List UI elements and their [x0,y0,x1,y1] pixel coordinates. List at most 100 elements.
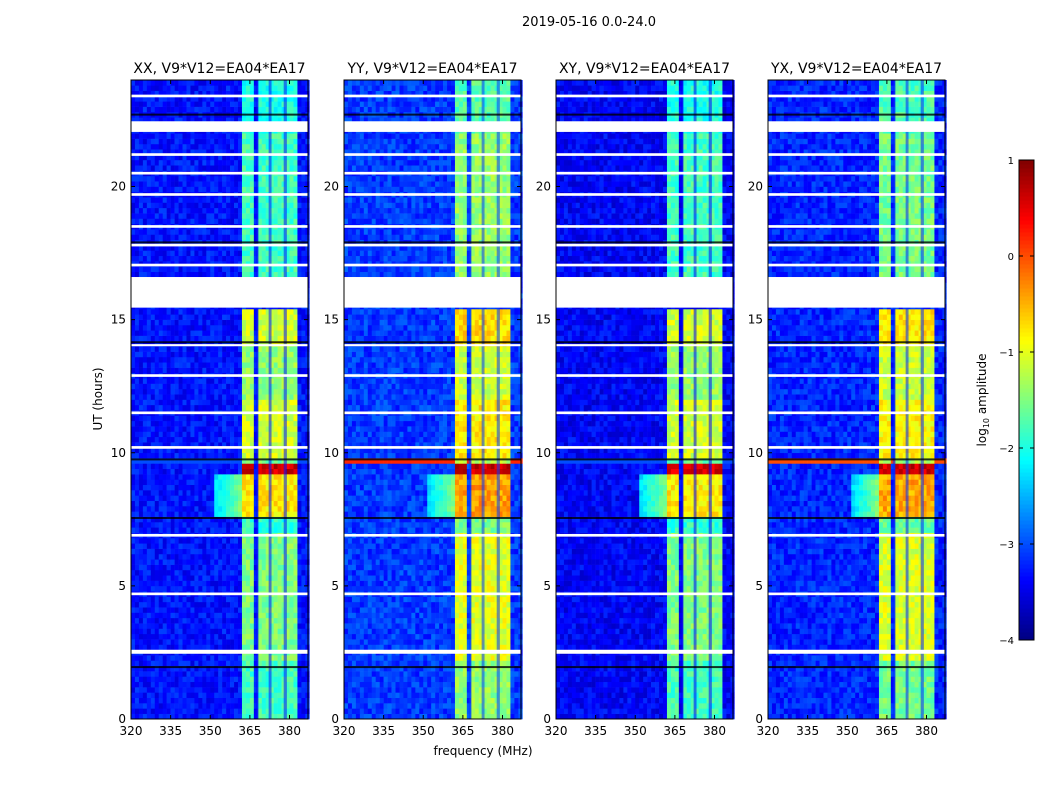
heatmap-cell [290,575,294,581]
heatmap-cell [190,357,194,363]
heatmap-cell [222,703,226,709]
heatmap-cell [198,165,202,171]
heatmap-cell [297,634,301,640]
heatmap-cell [293,644,297,650]
heatmap-cell [194,325,198,331]
heatmap-cell [226,538,230,544]
heatmap-cell [262,575,266,581]
heatmap-cell [305,368,309,374]
heatmap-cell [147,378,151,384]
heatmap-cell [305,671,309,677]
heatmap-cell [139,453,143,459]
heatmap-cell [222,607,226,613]
heatmap-cell [305,655,309,661]
heatmap-cell [238,218,242,224]
heatmap-cell [242,570,246,576]
heatmap-cell [190,511,194,517]
heatmap-cell [301,581,305,587]
heatmap-cell [202,266,206,272]
heatmap-cell [190,682,194,688]
heatmap-cell [190,644,194,650]
heatmap-cell [179,266,183,272]
heatmap-cell [210,479,214,485]
heatmap-cell [293,431,297,437]
heatmap-cell [147,586,151,592]
heatmap-cell [159,501,163,507]
heatmap-cell [151,139,155,145]
heatmap-cell [151,597,155,603]
heatmap-cell [210,234,214,240]
heatmap-cell [290,384,294,390]
heatmap-cell [305,208,309,214]
heatmap-cell [301,362,305,368]
heatmap-cell [155,575,159,581]
heatmap-cell [218,708,222,714]
heatmap-cell [246,495,250,501]
heatmap-cell [147,469,151,475]
heatmap-cell [262,703,266,709]
heatmap-cell [222,522,226,528]
heatmap-cell [143,378,147,384]
heatmap-cell [234,676,238,682]
heatmap-cell [290,607,294,613]
heatmap-cell [151,714,155,720]
heatmap-cell [214,144,218,150]
heatmap-cell [143,628,147,634]
heatmap-cell [186,208,190,214]
heatmap-cell [151,234,155,240]
heatmap-cell [151,602,155,608]
heatmap-cell [293,570,297,576]
heatmap-cell [214,495,218,501]
heatmap-cell [135,527,139,533]
heatmap-cell [246,559,250,565]
heatmap-cell [218,229,222,235]
heatmap-cell [290,522,294,528]
heatmap-cell [206,394,210,400]
heatmap-cell [274,378,278,384]
heatmap-cell [246,389,250,395]
heatmap-cell [218,613,222,619]
heatmap-cell [175,160,179,166]
heatmap-cell [202,676,206,682]
heatmap-cell [262,330,266,336]
heatmap-cell [293,234,297,240]
heatmap-cell [135,314,139,320]
heatmap-cell [206,378,210,384]
heatmap-cell [278,490,282,496]
heatmap-cell [301,405,305,411]
heatmap-cell [297,176,301,182]
heatmap-cell [234,682,238,688]
heatmap-cell [159,256,163,262]
heatmap-cell [151,639,155,645]
heatmap-cell [234,229,238,235]
heatmap-cell [222,639,226,645]
heatmap-cell [242,698,246,704]
heatmap-cell [278,708,282,714]
heatmap-cell [297,357,301,363]
heatmap-cell [183,490,187,496]
heatmap-cell [206,554,210,560]
heatmap-cell [202,314,206,320]
heatmap-cell [234,485,238,491]
heatmap-cell [301,549,305,555]
heatmap-cell [305,266,309,272]
heatmap-cell [159,405,163,411]
heatmap-cell [147,511,151,517]
heatmap-cell [274,597,278,603]
heatmap-cell [155,565,159,571]
heatmap-cell [159,485,163,491]
heatmap-cell [246,506,250,512]
heatmap-cell [190,266,194,272]
heatmap-cell [293,415,297,421]
heatmap-cell [171,469,175,475]
heatmap-cell [246,330,250,336]
heatmap-cell [131,639,135,645]
heatmap-cell [234,549,238,555]
heatmap-cell [246,586,250,592]
heatmap-cell [214,522,218,528]
heatmap-cell [186,325,190,331]
heatmap-cell [143,394,147,400]
heatmap-cell [290,708,294,714]
heatmap-cell [159,543,163,549]
heatmap-cell [242,415,246,421]
